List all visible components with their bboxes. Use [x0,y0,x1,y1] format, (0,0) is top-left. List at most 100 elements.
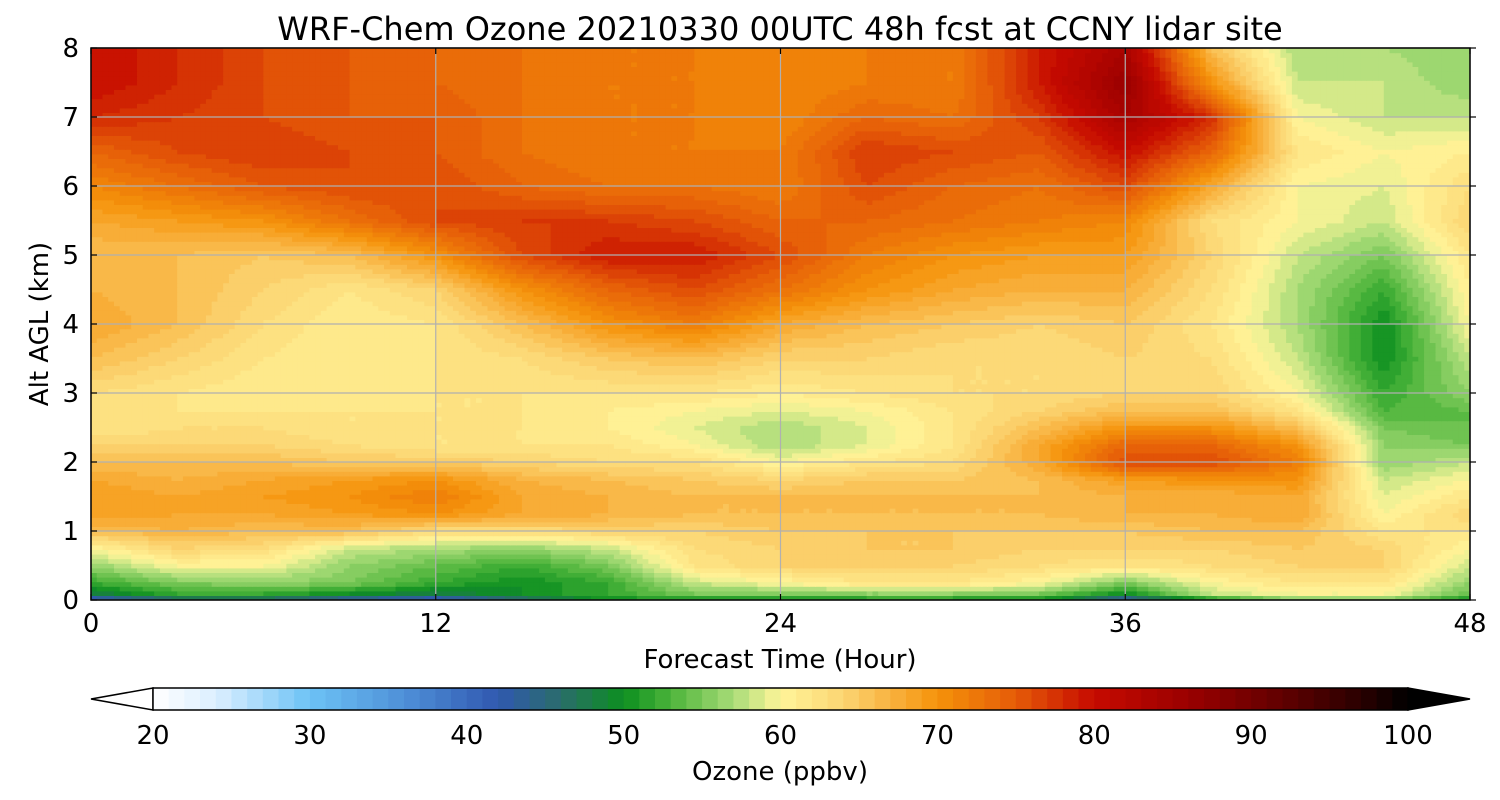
ozone-cell [142,526,150,532]
ozone-cell [1441,567,1448,573]
ozone-cell [860,554,868,560]
ozone-cell [1148,521,1155,527]
ozone-cell [366,554,374,560]
ozone-cell [464,577,471,583]
ozone-cell [1268,531,1276,537]
ozone-cell [1372,521,1379,527]
ozone-cell [246,554,253,560]
ozone-cell [430,544,437,550]
ozone-cell [677,586,684,592]
ozone-cell [228,595,236,600]
ozone-cell [257,563,264,569]
ozone-cell [378,521,385,527]
ozone-cell [1349,549,1356,555]
ozone-cell [1199,503,1207,509]
ozone-cell [1102,586,1109,592]
ozone-cell [539,535,546,541]
ozone-cell [700,549,707,555]
ozone-cell [91,540,98,546]
ozone-cell [906,531,914,537]
ozone-cell [1424,563,1431,569]
ozone-cell [998,572,1006,578]
ozone-cell [119,517,127,523]
ozone-cell [769,503,776,509]
ozone-cell [1355,517,1362,523]
ozone-cell [837,512,845,518]
ozone-cell [711,544,718,550]
ozone-cell [1366,572,1373,578]
ozone-cell [849,595,856,600]
ozone-cell [315,540,322,546]
ozone-cell [366,590,374,596]
ozone-cell [464,540,471,546]
ozone-cell [728,521,736,527]
ozone-cell [1234,517,1241,523]
ozone-cell [1263,508,1270,514]
ozone-cell [1067,577,1075,583]
ozone-cell [1004,572,1011,578]
ozone-cell [205,508,213,514]
ozone-cell [1251,563,1259,569]
ozone-cell [234,526,241,532]
ozone-cell [625,544,632,550]
ozone-cell [401,521,408,527]
ozone-cell [481,581,489,587]
ozone-cell [401,549,408,555]
ozone-cell [125,554,132,560]
ozone-cell [452,531,460,537]
ozone-cell [866,563,874,569]
ozone-cell [1395,508,1402,514]
ozone-cell [200,531,207,537]
ozone-cell [1401,558,1408,564]
ozone-cell [1027,544,1034,550]
ozone-cell [1441,590,1448,596]
ozone-cell [504,544,512,550]
ozone-cell [343,577,351,583]
ozone-cell [700,540,707,546]
ozone-cell [613,526,621,532]
ozone-cell [418,535,425,541]
ozone-cell [1090,581,1098,587]
ozone-cell [533,544,540,550]
ozone-cell [579,567,586,573]
ozone-cell [970,503,977,509]
ozone-cell [1435,540,1442,546]
ozone-cell [1355,572,1362,578]
ozone-cell [998,554,1006,560]
ozone-cell [751,531,759,537]
ozone-cell [102,554,109,560]
ozone-cell [1343,558,1350,564]
ozone-cell [458,512,466,518]
ozone-cell [384,554,391,560]
ozone-cell [154,517,161,523]
ozone-cell [803,554,810,560]
ozone-cell [740,595,747,600]
ozone-cell [567,544,575,550]
ozone-cell [912,517,919,523]
ozone-cell [1447,581,1454,587]
ozone-cell [619,526,626,532]
ozone-cell [590,503,598,509]
ozone-cell [1452,581,1460,587]
ozone-cell [567,567,575,573]
ozone-cell [430,558,437,564]
ozone-cell [1291,535,1299,541]
ozone-cell [912,526,919,532]
ozone-cell [309,572,316,578]
ozone-cell [820,567,828,573]
ozone-cell [998,549,1006,555]
ozone-cell [125,531,132,537]
ozone-cell [809,563,816,569]
ozone-cell [320,577,328,583]
ozone-cell [286,567,293,573]
ozone-cell [332,531,339,537]
ozone-cell [1245,595,1253,600]
ozone-cell [1188,572,1195,578]
ozone-cell [263,526,270,532]
ozone-cell [740,558,747,564]
ozone-cell [1332,558,1339,564]
ozone-cell [1389,508,1396,514]
ozone-cell [280,590,287,596]
ozone-cell [993,554,1000,560]
ozone-cell [694,554,701,560]
